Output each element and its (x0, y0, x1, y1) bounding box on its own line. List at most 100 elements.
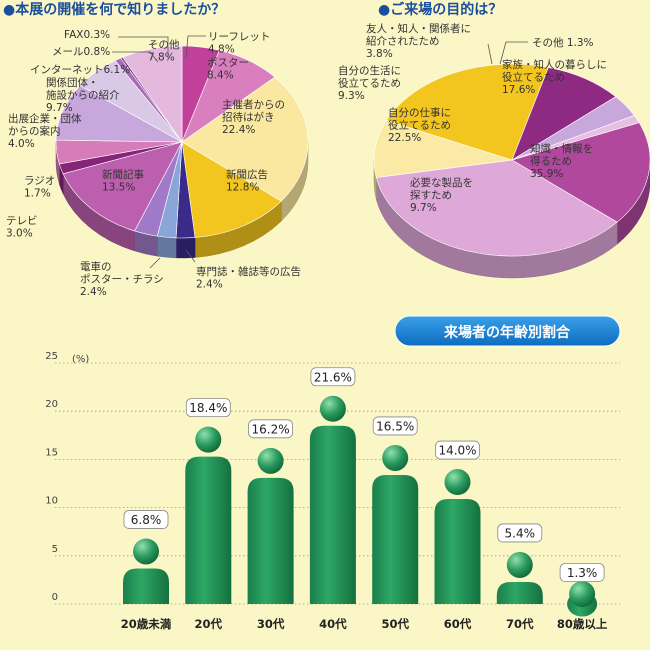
y-tick-label: 15 (45, 447, 58, 458)
value-label-box (185, 398, 231, 418)
pie1-label-10-l2: からの案内 (8, 125, 61, 138)
pie1-label-1-l1: リーフレット (208, 31, 270, 43)
bar-figure-5: 16.5% (372, 416, 419, 604)
pie1-label-5-l1: 専門誌・雑誌等の広告 (196, 265, 301, 278)
value-label: 6.8% (131, 513, 162, 527)
pie2-label-6-l1: 友人・知人・関係者に (366, 22, 471, 35)
pie1-label-3-l1: 主催者からの (222, 98, 285, 111)
bar-title: 来場者の年齢別割合 (443, 324, 571, 341)
value-label-box (123, 510, 169, 529)
pie2-label-6-l3: 3.8% (366, 48, 393, 60)
value-label: 18.4% (189, 401, 227, 415)
pie1-label-1-l2: 4.8% (208, 44, 235, 56)
bar-body (434, 499, 481, 604)
pie1-label-10-l3: 4.0% (8, 138, 35, 150)
leader-train (149, 257, 161, 269)
pie1-title: ●本展の開催を何で知りましたか？ (3, 1, 225, 18)
pie-slice-3 (181, 76, 309, 202)
value-label: 1.3% (567, 566, 598, 580)
pie2-label-1-l1: 家族・知人の暮らしに (502, 58, 607, 71)
pie1-label-9-l1: ラジオ (24, 175, 55, 187)
bar-figure-2: 18.4% (185, 398, 232, 604)
bar-body (372, 474, 419, 604)
pie2-label-3-l1: 必要な製品を (410, 176, 473, 189)
pie-slice-4 (385, 63, 549, 161)
pie2-label-5-l1: 自分の生活に (338, 64, 401, 77)
bar-figure-6: 14.0% (434, 440, 481, 604)
y-tick-label: 5 (52, 544, 58, 555)
bar-chart-age: 来場者の年齢別割合 0 5 10 15 20 25 (%) 6.8% 20歳未満 18.4% 20代 1… (45, 315, 621, 631)
bar-title-pill (394, 315, 621, 347)
bar-figure-4: 21.6% (309, 367, 356, 604)
pie1-label-8-l2: 13.5% (102, 182, 135, 194)
pie1-label-4-l2: 12.8% (226, 182, 259, 194)
bar-body (247, 477, 294, 604)
pie2-label-3-l2: 探すため (410, 189, 452, 202)
leader-mail (112, 51, 159, 63)
pie-chart-purpose: ●ご来場の目的は？家族・知人の暮らしに役立てるため17.6%知識・情報を得るため… (338, 1, 650, 279)
pie-side-6 (156, 235, 177, 259)
pie-slice-4 (181, 141, 282, 238)
bar-head (382, 444, 409, 471)
pie1-label-11-l3: 9.7% (46, 102, 73, 114)
pie2-label-2-l1: 知識・情報を (530, 142, 593, 155)
leader-leaflet (185, 35, 206, 59)
pie-side-5 (175, 237, 196, 259)
value-label-box (559, 563, 605, 582)
bar-head (133, 538, 159, 565)
leader-magazine (185, 249, 196, 263)
pie2-label-5-l2: 役立てるため (338, 77, 401, 90)
value-label-box (435, 440, 480, 460)
bar-figure-8: 1.3% (559, 563, 605, 617)
x-tick-label: 60代 (444, 617, 472, 631)
value-label-box (372, 416, 418, 436)
pie2-label-5-l3: 9.3% (338, 90, 365, 102)
value-label: 14.0% (438, 444, 476, 458)
pie1-label-15-l1: その他 (148, 38, 180, 51)
pie2-label-3-l3: 9.7% (410, 202, 437, 214)
pie2-label-4-l3: 22.5% (388, 132, 421, 144)
y-tick-label: 20 (45, 399, 58, 410)
bar-head (257, 447, 284, 474)
pie-slice-15 (122, 45, 183, 143)
x-tick-label: 80歳以上 (557, 617, 608, 631)
value-label-box (248, 419, 294, 439)
pie-slice-2 (375, 159, 618, 257)
bar-body (496, 581, 543, 604)
pie1-label-4-l1: 新聞広告 (226, 168, 268, 181)
bar-body (309, 425, 356, 604)
pie-slice-5 (511, 67, 617, 161)
pie1-label-3-l3: 22.4% (222, 124, 255, 136)
pie1-label-11-l1: 関係団体・ (46, 77, 99, 89)
bar-head (506, 551, 533, 578)
bar-body (185, 456, 232, 604)
pie1-label-6-l1: 電車の (80, 260, 112, 273)
bar-body (123, 568, 169, 604)
pie1-label-14-l1: FAX0.3% (64, 29, 110, 41)
y-tick-label: 10 (45, 496, 58, 507)
pie1-label-3-l2: 招待はがき (222, 111, 275, 124)
x-tick-label: 20歳未満 (121, 617, 172, 631)
value-label: 5.4% (505, 526, 536, 540)
pie-slice-3 (373, 120, 513, 178)
pie-slice-1 (511, 122, 650, 223)
pie1-label-6-l3: 2.4% (80, 286, 107, 298)
x-tick-label: 40代 (319, 617, 347, 631)
leader-other (499, 41, 528, 65)
bar-figure-1: 6.8% (123, 510, 169, 604)
pie1-label-6-l2: ポスター・チラシ (80, 274, 164, 286)
y-tick-label: 25 (45, 351, 58, 362)
bar-head (319, 395, 346, 422)
x-tick-label: 70代 (506, 617, 534, 631)
x-tick-label: 30代 (257, 617, 285, 631)
bar-head (569, 581, 596, 607)
pie2-label-4-l2: 役立てるため (388, 119, 451, 132)
pie1-label-12-l1: インターネット6.1% (30, 64, 130, 76)
pie-slice-8 (62, 141, 183, 232)
pie1-label-13-l1: メール0.8% (52, 46, 110, 58)
pie1-label-8-l1: 新聞記事 (102, 168, 144, 181)
pie2-title: ●ご来場の目的は？ (378, 1, 502, 18)
